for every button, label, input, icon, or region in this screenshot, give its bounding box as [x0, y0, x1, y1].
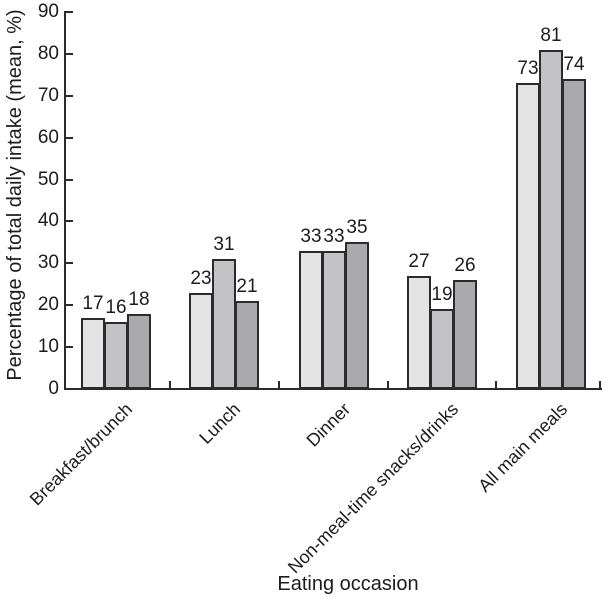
bar-value-label: 23 [190, 268, 212, 289]
x-tick [387, 381, 389, 388]
y-tick [66, 179, 73, 181]
y-tick [66, 262, 73, 264]
bar-value-label: 26 [454, 255, 476, 276]
category-label: Lunch [195, 399, 245, 448]
bar-value-label: 33 [300, 226, 322, 247]
bar-medium-gray-series-1 [212, 259, 236, 389]
bar-value-label: 27 [408, 251, 430, 272]
bar-value-label: 81 [540, 25, 562, 46]
bar-dark-gray-series-0 [127, 314, 151, 389]
y-tick [66, 53, 73, 55]
y-axis-title: Percentage of total daily intake (mean, … [4, 9, 26, 381]
y-tick [66, 304, 73, 306]
bar-light-gray-series-1 [189, 293, 213, 389]
category-label: Non-meal-time snacks/drinks [284, 399, 463, 578]
bar-light-gray-series-3 [407, 276, 431, 389]
bar-dark-gray-series-3 [453, 280, 477, 389]
bar-medium-gray-series-2 [322, 251, 346, 389]
category-label: All main meals [474, 399, 572, 496]
bar-value-label: 35 [346, 217, 368, 238]
bar-light-gray-series-0 [81, 318, 105, 389]
bar-value-label: 19 [431, 284, 453, 305]
bar-light-gray-series-4 [516, 83, 540, 389]
category-label: Breakfast/brunch [26, 399, 137, 510]
x-axis-line [64, 388, 602, 390]
y-tick [66, 137, 73, 139]
x-tick [278, 381, 280, 388]
y-tick-label: 80 [37, 43, 59, 64]
bar-value-label: 31 [213, 234, 235, 255]
y-tick-label: 70 [37, 85, 59, 106]
y-tick [66, 220, 73, 222]
bar-dark-gray-series-1 [235, 301, 259, 389]
bar-medium-gray-series-3 [430, 309, 454, 389]
y-tick-label: 30 [37, 252, 59, 273]
y-tick [66, 388, 73, 390]
y-tick-label: 60 [37, 127, 59, 148]
x-tick [169, 381, 171, 388]
y-tick-label: 50 [37, 169, 59, 190]
x-axis-title: Eating occasion [277, 573, 419, 595]
bar-medium-gray-series-4 [539, 50, 563, 389]
bar-medium-gray-series-0 [104, 322, 128, 389]
y-tick-label: 40 [37, 210, 59, 231]
bar-value-label: 73 [517, 58, 539, 79]
y-tick-label: 10 [37, 336, 59, 357]
category-label: Dinner [303, 399, 355, 451]
y-axis-line [64, 11, 66, 390]
bar-value-label: 21 [236, 276, 258, 297]
bar-dark-gray-series-4 [562, 79, 586, 389]
y-tick [66, 346, 73, 348]
bar-value-label: 17 [82, 293, 104, 314]
x-tick [495, 381, 497, 388]
y-tick-label: 0 [48, 378, 59, 399]
bar-value-label: 33 [323, 226, 345, 247]
y-tick [66, 11, 73, 13]
bar-light-gray-series-2 [299, 251, 323, 389]
y-tick [66, 95, 73, 97]
bar-value-label: 16 [105, 297, 127, 318]
y-tick-label: 20 [37, 294, 59, 315]
x-tick [599, 381, 601, 388]
bar-value-label: 74 [563, 54, 585, 75]
bar-dark-gray-series-2 [345, 242, 369, 389]
y-tick-label: 90 [37, 1, 59, 22]
bar-value-label: 18 [128, 289, 150, 310]
